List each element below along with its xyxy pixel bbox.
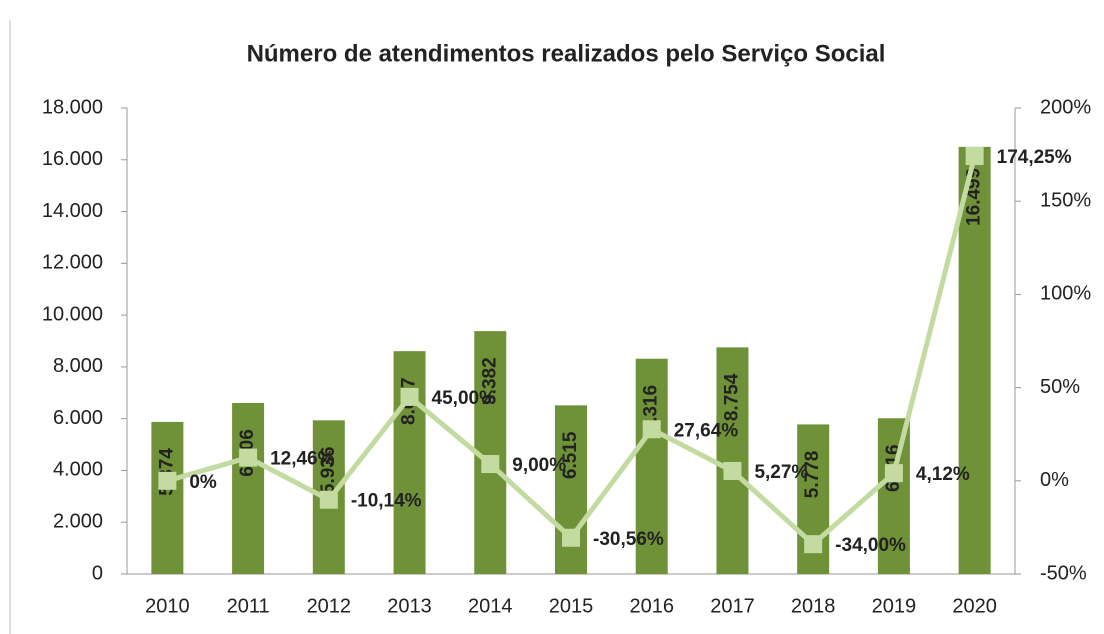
bar (635, 358, 668, 574)
y-tick-label: 16.000 (42, 148, 103, 170)
y2-tick-label: 150% (1040, 189, 1091, 211)
bar-value-label: 5.936 (318, 447, 339, 495)
marker (319, 490, 338, 509)
marker (804, 535, 823, 554)
x-tick-label: 2016 (629, 595, 674, 617)
line-value-label: 12,46% (270, 449, 335, 470)
marker (562, 528, 580, 547)
line-value-label: -10,14% (351, 491, 422, 512)
bar-value-label: 8.754 (721, 373, 742, 421)
y-tick-label: 0 (92, 562, 103, 584)
x-tick-label: 2010 (145, 595, 190, 617)
bar-value-label: 5.778 (802, 451, 823, 499)
x-tick-label: 2017 (710, 595, 755, 617)
y-tick-label: 12.000 (42, 252, 103, 274)
x-tick-label: 2015 (549, 595, 594, 617)
bar (877, 418, 910, 574)
y2-tick-label: 50% (1040, 376, 1080, 398)
line-value-label: 174,25% (997, 147, 1072, 168)
line-value-label: 9,00% (512, 455, 566, 476)
line-value-label: -34,00% (835, 535, 906, 556)
bar (151, 421, 184, 574)
line-value-label: 0% (189, 472, 217, 493)
y-tick-label: 8.000 (53, 355, 103, 377)
bar (958, 146, 991, 574)
bar-value-label: 9.382 (479, 357, 500, 405)
x-tick-label: 2013 (387, 595, 432, 617)
y-tick-label: 6.000 (53, 407, 103, 429)
marker (481, 455, 500, 474)
y2-tick-label: 0% (1040, 469, 1069, 491)
y-tick-label: 10.000 (42, 303, 103, 325)
marker (400, 387, 419, 406)
bar (232, 402, 265, 574)
marker (723, 461, 742, 480)
line-value-label: 4,12% (916, 464, 970, 485)
x-tick-label: 2014 (468, 595, 513, 617)
bar (716, 347, 749, 574)
y2-tick-label: 100% (1040, 283, 1091, 305)
y-tick-label: 18.000 (42, 96, 103, 118)
marker (158, 471, 177, 490)
y-tick-label: 2.000 (53, 511, 103, 533)
marker (239, 448, 258, 467)
bar (555, 405, 587, 574)
x-tick-label: 2018 (791, 595, 836, 617)
marker (642, 420, 661, 439)
x-tick-label: 2011 (227, 595, 270, 617)
marker (884, 464, 903, 483)
line-value-label: 27,64% (674, 420, 739, 441)
marker (965, 146, 984, 165)
y2-tick-label: 200% (1040, 96, 1091, 118)
line-value-label: 5,27% (754, 462, 808, 483)
y-tick-label: 14.000 (42, 200, 103, 222)
y-tick-label: 4.000 (53, 459, 103, 481)
line-value-label: -30,56% (593, 529, 664, 550)
x-tick-label: 2020 (952, 595, 997, 617)
chart-title: Número de atendimentos realizados pelo S… (247, 40, 886, 67)
bar-value-label: 6.515 (560, 431, 581, 479)
line-value-label: 45,00% (432, 388, 497, 409)
x-tick-label: 2019 (872, 595, 917, 617)
x-tick-label: 2012 (307, 595, 352, 617)
y2-tick-label: -50% (1040, 562, 1087, 584)
